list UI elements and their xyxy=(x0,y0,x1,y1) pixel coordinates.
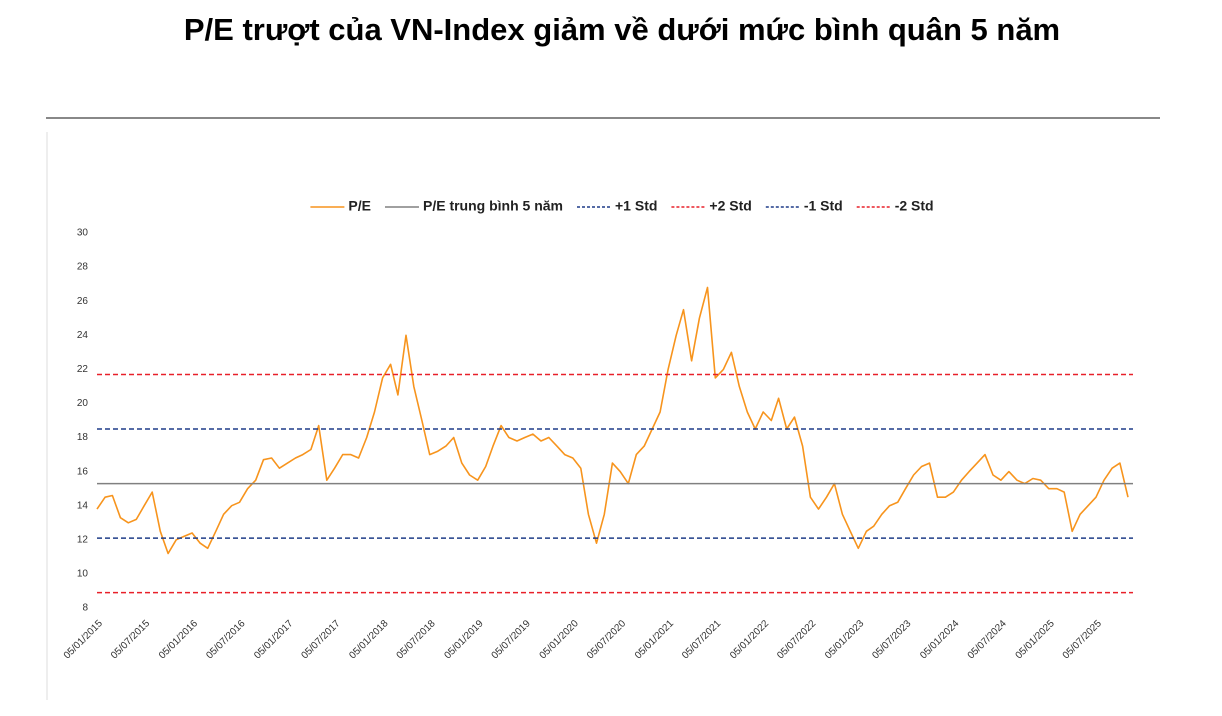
legend-label: +1 Std xyxy=(615,198,657,214)
y-tick-label: 12 xyxy=(77,534,89,545)
y-tick-label: 28 xyxy=(77,262,89,273)
x-tick-label: 05/07/2023 xyxy=(870,618,913,661)
y-tick-label: 22 xyxy=(77,364,89,375)
y-tick-label: 16 xyxy=(77,466,89,477)
x-tick-label: 05/07/2015 xyxy=(109,618,152,661)
x-tick-label: 05/01/2021 xyxy=(633,618,676,661)
x-tick-label: 05/07/2017 xyxy=(299,618,342,661)
y-tick-label: 30 xyxy=(77,228,89,239)
x-tick-label: 05/07/2022 xyxy=(775,618,818,661)
x-tick-label: 05/01/2018 xyxy=(347,618,390,661)
y-tick-label: 14 xyxy=(77,500,89,511)
x-tick-label: 05/01/2023 xyxy=(823,618,866,661)
legend-label: -1 Std xyxy=(804,198,843,214)
y-tick-label: 24 xyxy=(77,330,89,341)
x-tick-label: 05/01/2019 xyxy=(442,618,485,661)
y-tick-label: 8 xyxy=(82,603,88,614)
x-tick-label: 05/07/2025 xyxy=(1061,618,1104,661)
x-tick-label: 05/07/2021 xyxy=(680,618,723,661)
chart-title: P/E trượt của VN-Index giảm về dưới mức … xyxy=(184,12,1060,47)
legend-label: +2 Std xyxy=(709,198,751,214)
x-tick-label: 05/01/2020 xyxy=(538,618,581,661)
x-tick-label: 05/01/2017 xyxy=(252,618,295,661)
x-tick-label: 05/07/2024 xyxy=(966,618,1009,661)
x-tick-label: 05/01/2024 xyxy=(918,618,961,661)
x-tick-label: 05/07/2016 xyxy=(204,618,247,661)
x-tick-label: 05/07/2019 xyxy=(490,618,533,661)
y-tick-label: 18 xyxy=(77,432,89,443)
y-tick-label: 20 xyxy=(77,398,89,409)
legend-label: P/E trung bình 5 năm xyxy=(423,198,563,214)
x-tick-label: 05/01/2025 xyxy=(1014,618,1057,661)
x-tick-label: 05/01/2022 xyxy=(728,618,771,661)
x-tick-label: 05/01/2016 xyxy=(157,618,200,661)
y-tick-label: 10 xyxy=(77,569,89,580)
legend-label: -2 Std xyxy=(895,198,934,214)
x-tick-label: 05/07/2018 xyxy=(395,618,438,661)
legend-label: P/E xyxy=(348,198,371,214)
pe-line xyxy=(96,286,1129,555)
y-tick-label: 26 xyxy=(77,296,89,307)
x-tick-label: 05/07/2020 xyxy=(585,618,628,661)
x-tick-label: 05/01/2015 xyxy=(62,618,105,661)
